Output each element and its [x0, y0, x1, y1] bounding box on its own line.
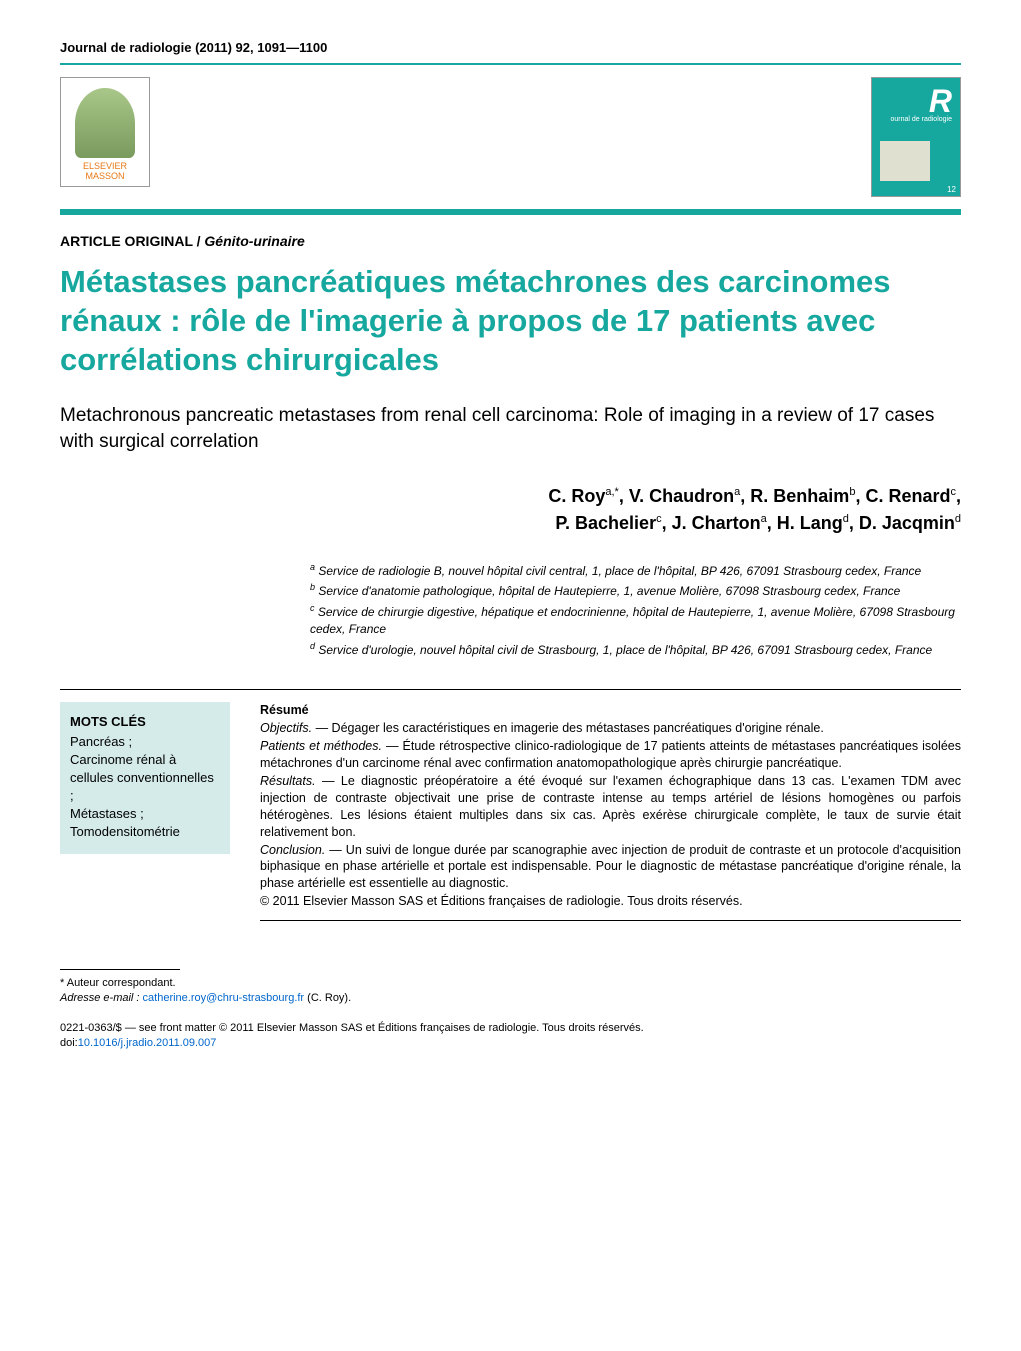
affiliations: a Service de radiologie B, nouvel hôpita…: [60, 561, 961, 659]
abstract-heading: Résumé: [260, 702, 961, 719]
front-matter: 0221-0363/$ — see front matter © 2011 El…: [60, 1021, 961, 1036]
keywords-box: MOTS CLÉS Pancréas ; Carcinome rénal à c…: [60, 702, 230, 854]
publisher-name: ELSEVIER MASSON: [83, 162, 127, 182]
conclusion-text: Un suivi de longue durée par scanographi…: [260, 843, 961, 891]
abstract-divider: [260, 920, 961, 921]
header-row: ELSEVIER MASSON R ournal de radiologie 1…: [60, 77, 961, 197]
results-label: Résultats. —: [260, 774, 334, 788]
divider-thick: [60, 209, 961, 215]
content-row: MOTS CLÉS Pancréas ; Carcinome rénal à c…: [60, 702, 961, 930]
keywords-items: Pancréas ; Carcinome rénal à cellules co…: [70, 733, 220, 842]
objectives-text: Dégager les caractéristiques en imagerie…: [328, 721, 824, 735]
footnotes: * Auteur correspondant. Adresse e-mail :…: [60, 976, 961, 1007]
abstract-copyright: © 2011 Elsevier Masson SAS et Éditions f…: [260, 893, 961, 910]
methods-label: Patients et méthodes. —: [260, 739, 399, 753]
email-link[interactable]: catherine.roy@chru-strasbourg.fr: [143, 992, 305, 1004]
doi-line: doi:10.1016/j.jradio.2011.09.007: [60, 1036, 961, 1051]
authors-list: C. Roya,*, V. Chaudrona, R. Benhaimb, C.…: [60, 483, 961, 537]
cover-letter: R: [929, 83, 952, 120]
keywords-heading: MOTS CLÉS: [70, 714, 220, 729]
divider: [60, 689, 961, 690]
divider-thin: [60, 63, 961, 65]
article-title-main: Métastases pancréatiques métachrones des…: [60, 263, 961, 379]
conclusion-label: Conclusion. —: [260, 843, 342, 857]
article-type: ARTICLE ORIGINAL / Génito-urinaire: [60, 233, 961, 249]
results-text: Le diagnostic préopératoire a été évoqué…: [260, 774, 961, 839]
journal-citation: Journal de radiologie (2011) 92, 1091—11…: [60, 40, 961, 55]
doi-link[interactable]: 10.1016/j.jradio.2011.09.007: [78, 1037, 217, 1049]
footnote-divider: [60, 969, 180, 970]
cover-subtitle: ournal de radiologie: [891, 116, 953, 123]
corresponding-author: * Auteur correspondant.: [60, 976, 961, 991]
cover-issue: 12: [947, 185, 956, 194]
cover-image-area: [880, 141, 930, 181]
journal-cover-thumbnail: R ournal de radiologie 12: [871, 77, 961, 197]
article-category: Génito-urinaire: [204, 233, 304, 249]
abstract: Résumé Objectifs. — Dégager les caractér…: [260, 702, 961, 930]
elsevier-tree-icon: [75, 88, 135, 158]
article-type-label: ARTICLE ORIGINAL /: [60, 233, 204, 249]
bottom-info: 0221-0363/$ — see front matter © 2011 El…: [60, 1021, 961, 1052]
article-title-english: Metachronous pancreatic metastases from …: [60, 403, 961, 454]
publisher-logo: ELSEVIER MASSON: [60, 77, 150, 187]
email-line: Adresse e-mail : catherine.roy@chru-stra…: [60, 991, 961, 1006]
objectives-label: Objectifs. —: [260, 721, 328, 735]
